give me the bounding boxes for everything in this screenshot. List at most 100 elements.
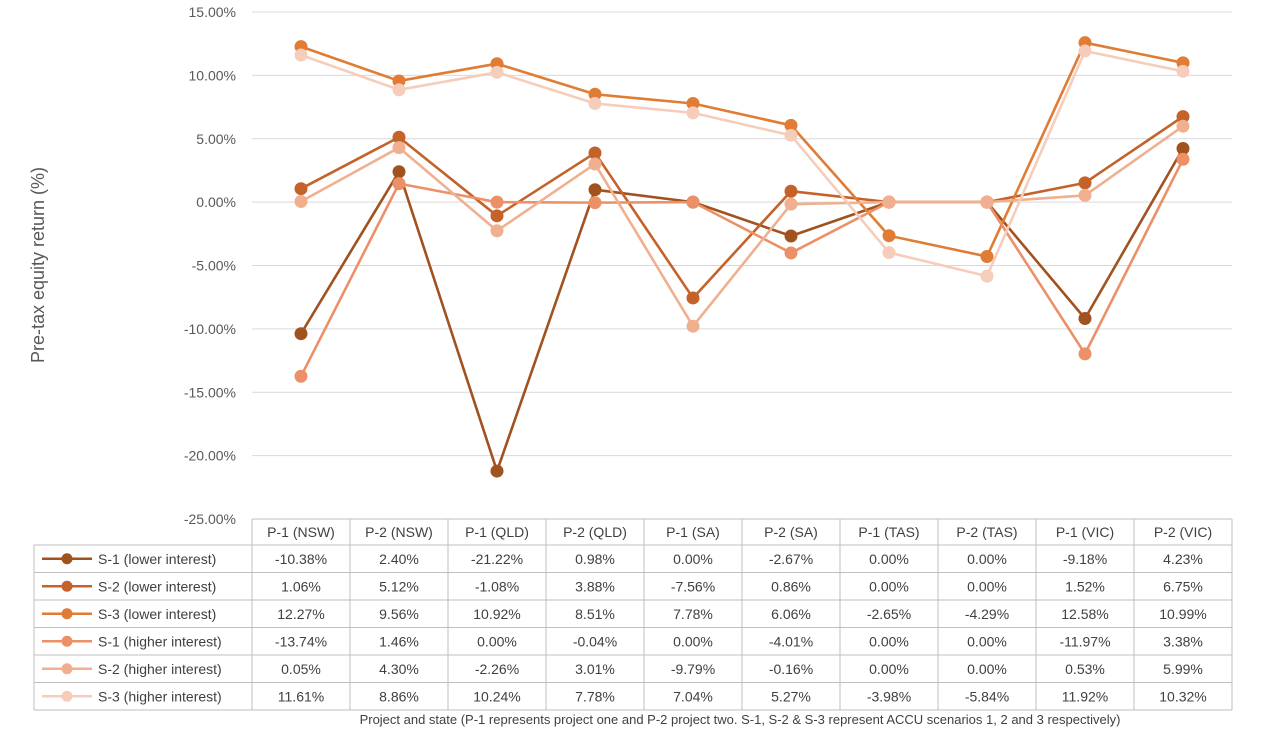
table-cell: -4.01% [769,633,813,649]
y-tick-label: -5.00% [192,258,236,274]
category-label: P-1 (QLD) [465,524,529,540]
y-tick-label: 5.00% [196,131,236,147]
table-cell: -9.79% [671,661,715,677]
table-cell: -9.18% [1063,551,1107,567]
table-cell: 4.30% [379,661,419,677]
data-point [882,246,896,260]
category-label: P-2 (SA) [764,524,818,540]
y-tick-label: -25.00% [184,511,236,527]
table-cell: -0.04% [573,633,617,649]
y-tick-label: -10.00% [184,321,236,337]
table-cell: 0.00% [967,578,1007,594]
category-label: P-1 (NSW) [267,524,335,540]
data-point [882,195,896,209]
legend-key-marker [61,608,73,620]
data-point [1078,347,1092,361]
data-point [784,128,798,142]
table-cell: 3.38% [1163,633,1203,649]
table-cell: 5.99% [1163,661,1203,677]
category-label: P-2 (QLD) [563,524,627,540]
data-point [588,183,602,197]
table-cell: 6.06% [771,606,811,622]
series-line [300,125,1184,328]
category-label: P-2 (TAS) [956,524,1017,540]
legend-label: S-1 (lower interest) [98,551,216,567]
data-table: P-1 (NSW) P-2 (NSW) P-1 (QLD) P-2 (QLD) P-1 … [33,518,1233,711]
table-cell: 5.12% [379,578,419,594]
table-cell: -11.97% [1059,633,1110,649]
table-cell: 10.99% [1159,606,1206,622]
table-cell: 1.06% [281,578,321,594]
table-cell: 2.40% [379,551,419,567]
data-point [588,97,602,111]
data-point [1176,152,1190,166]
legend-label: S-1 (higher interest) [98,633,222,649]
y-tick-label: -20.00% [184,448,236,464]
series-line [299,147,1185,473]
data-point [588,157,602,171]
data-point [1176,64,1190,78]
y-tick-label: 0.00% [196,194,236,210]
table-cell: 0.00% [967,551,1007,567]
data-point [588,196,602,210]
legend-key-marker [61,635,73,647]
data-point [294,48,308,62]
legend-label: S-3 (lower interest) [98,606,216,622]
table-cell: 11.92% [1062,688,1108,704]
table-cell: 0.00% [673,633,713,649]
data-point [392,130,406,144]
legend-key-marker [61,690,73,702]
table-cell: 6.75% [1163,578,1203,594]
table-cell: 12.58% [1061,606,1108,622]
table-cell: 9.56% [379,606,419,622]
category-label: P-1 (VIC) [1056,524,1114,540]
table-cell: 8.51% [575,606,615,622]
legend-label: S-3 (higher interest) [98,688,222,704]
table-cell: 10.24% [473,688,520,704]
table-cell: -21.22% [471,551,523,567]
table-cell: 7.04% [673,688,713,704]
data-point [392,177,406,191]
data-point [784,184,798,198]
series-line [300,49,1184,278]
data-point [686,106,700,120]
series [294,36,1190,264]
series [294,152,1190,383]
data-point [1176,119,1190,133]
data-point [980,250,994,264]
data-point [784,229,798,243]
table-cell: 0.00% [477,633,517,649]
table-cell: -2.26% [475,661,519,677]
data-point [784,118,798,132]
table-cell: -13.74% [275,633,327,649]
table-cell: 0.00% [869,551,909,567]
series [294,119,1190,333]
table-cell: 0.00% [869,661,909,677]
table-cell: 0.00% [673,551,713,567]
legend-key-marker [61,580,73,592]
table-cell: -0.16% [769,661,813,677]
y-tick-label: -15.00% [184,384,236,400]
data-point [294,194,308,208]
y-tick-label: 15.00% [189,4,236,20]
data-point [1078,188,1092,202]
table-cell: 12.27% [277,606,324,622]
data-point [294,369,308,383]
data-point [686,195,700,209]
data-point [784,197,798,211]
table-cell: -2.65% [867,606,911,622]
data-point [686,319,700,333]
y-axis-ticks: 15.00% 10.00% 5.00% 0.00% -5.00% -10.00% -15.0… [184,4,236,527]
table-cell: 7.78% [575,688,615,704]
table-cell: 3.01% [575,661,615,677]
series-line [300,115,1184,300]
table-cell: -1.08% [475,578,519,594]
table-cell: 1.52% [1065,578,1105,594]
table-cell: -10.38% [275,551,327,567]
table-cell: 0.53% [1065,661,1105,677]
table-cell: 10.92% [473,606,520,622]
category-label: P-1 (SA) [666,524,720,540]
data-point [686,291,700,305]
data-point [784,246,798,260]
series [294,142,1190,478]
